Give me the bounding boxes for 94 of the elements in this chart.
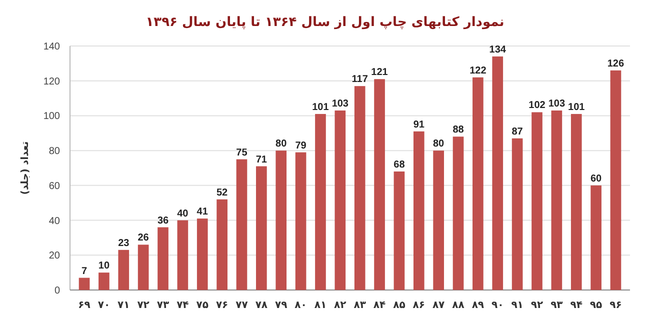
x-tick-label: ۷۳ <box>156 300 170 311</box>
data-label: 102 <box>528 100 546 112</box>
y-tick-label: 0 <box>54 286 60 296</box>
y-tick-label: 60 <box>48 180 60 192</box>
x-tick-label: ۷۰ <box>98 300 110 311</box>
bar <box>512 138 523 290</box>
data-label: 91 <box>413 119 425 130</box>
data-label: 122 <box>470 65 487 76</box>
x-tick-label: ۹۲ <box>530 300 544 311</box>
x-tick-label: ۸۸ <box>452 300 464 311</box>
x-tick-label: ۷۸ <box>255 300 268 311</box>
bar <box>196 218 208 290</box>
data-label: 26 <box>138 232 150 244</box>
bar <box>570 114 582 290</box>
x-tick-label: ۹۴ <box>570 300 582 311</box>
data-label: 79 <box>295 140 307 152</box>
bar <box>472 77 484 290</box>
x-tick-label: ۸۱ <box>314 300 327 311</box>
data-label: 60 <box>590 173 602 184</box>
data-label: 101 <box>312 102 330 113</box>
bar <box>177 220 188 290</box>
y-tick-label: 140 <box>43 42 60 52</box>
bar <box>256 166 267 290</box>
y-axis-title: تعداد (جلد) <box>20 141 31 195</box>
data-label: 121 <box>371 67 388 78</box>
x-tick-label: ۷۷ <box>236 300 248 311</box>
bar <box>610 70 622 290</box>
x-tick-label: ۷۹ <box>275 300 288 311</box>
data-label: 80 <box>276 138 288 150</box>
data-label: 126 <box>607 58 625 70</box>
x-tick-label: ۹۶ <box>610 300 622 311</box>
bar <box>413 131 424 290</box>
bar <box>433 150 444 290</box>
chart-title: نمودار کتابهای چاپ اول از سال ۱۳۶۴ تا پایان سال ۱۳۹۶ <box>146 15 504 30</box>
x-tick-label: ۸۵ <box>393 300 406 311</box>
bar <box>532 112 542 290</box>
x-tick-label: ۹۵ <box>590 300 602 311</box>
x-tick-label: ۸۶ <box>412 300 425 311</box>
bar <box>138 244 149 290</box>
data-label: 41 <box>196 206 208 218</box>
x-tick-label: ۶۹ <box>78 300 90 311</box>
x-tick-label: ۷۲ <box>137 300 150 311</box>
y-tick-label: 120 <box>43 76 60 88</box>
bar <box>295 152 306 290</box>
x-tick-label: ۸۹ <box>472 300 484 311</box>
x-tick-label: ۷۶ <box>216 300 228 311</box>
data-label: 52 <box>216 187 228 198</box>
bar <box>78 278 90 290</box>
bar <box>492 56 504 290</box>
x-tick-label: ۹۳ <box>550 300 563 311</box>
bar <box>452 136 464 290</box>
bar <box>276 150 287 290</box>
bar <box>590 185 602 290</box>
y-tick-label: 100 <box>43 111 60 122</box>
data-label: 101 <box>568 102 586 113</box>
y-tick-label: 20 <box>48 250 60 262</box>
x-tick-label: ۸۴ <box>373 300 386 311</box>
bar <box>374 79 385 290</box>
x-tick-label: ۷۱ <box>118 300 130 311</box>
data-label: 88 <box>452 124 464 136</box>
data-label: 117 <box>352 74 368 86</box>
x-tick-label: ۸۷ <box>432 300 445 311</box>
x-tick-label: ۹۱ <box>511 300 524 311</box>
data-label: 71 <box>256 154 268 166</box>
bar <box>98 272 110 290</box>
data-label: 134 <box>489 44 506 56</box>
data-label: 10 <box>98 260 110 272</box>
data-label: 103 <box>548 98 566 110</box>
x-tick-label: ۸۰ <box>294 300 307 311</box>
y-tick-label: 80 <box>48 146 60 158</box>
data-label: 103 <box>332 98 349 110</box>
x-tick-label: ۸۳ <box>354 300 366 311</box>
bar <box>551 110 562 290</box>
bar <box>334 110 346 290</box>
data-label: 68 <box>394 159 406 170</box>
data-label: 23 <box>118 238 130 249</box>
bar <box>236 159 248 290</box>
data-label: 75 <box>236 147 248 158</box>
x-tick-label: ۷۴ <box>176 300 189 311</box>
x-tick-label: ۸۲ <box>334 300 346 311</box>
bar <box>354 86 366 290</box>
bar <box>118 250 130 290</box>
data-label: 36 <box>157 215 170 226</box>
data-label: 87 <box>512 126 524 138</box>
data-label: 80 <box>433 138 445 150</box>
bar <box>394 171 405 290</box>
bar <box>216 199 228 290</box>
x-tick-label: ۷۵ <box>196 300 208 311</box>
bar <box>315 114 326 290</box>
x-tick-label: ۹۰ <box>492 300 504 311</box>
bar <box>158 227 168 290</box>
y-tick-label: 40 <box>48 216 60 227</box>
data-label: 7 <box>81 266 88 277</box>
data-label: 40 <box>177 208 189 220</box>
